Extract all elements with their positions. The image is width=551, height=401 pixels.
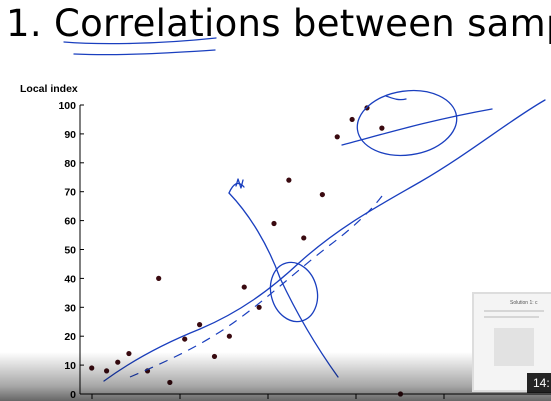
data-point bbox=[301, 235, 307, 241]
data-point bbox=[271, 220, 277, 227]
thumbnail-title: Solution 1: c bbox=[510, 300, 538, 306]
data-point bbox=[104, 368, 110, 374]
y-tick-labels: 0 10 20 30 40 50 60 70 80 90 100 bbox=[58, 100, 76, 401]
y-tick-label: 20 bbox=[64, 331, 76, 343]
thumbnail-text-line bbox=[484, 310, 544, 312]
data-point bbox=[319, 191, 325, 198]
top-circle-tail bbox=[385, 95, 407, 101]
data-point bbox=[241, 284, 247, 290]
thumbnail-text-line bbox=[484, 316, 539, 318]
data-point bbox=[156, 275, 162, 281]
data-point bbox=[397, 391, 404, 397]
middle-cluster-circle bbox=[269, 261, 319, 323]
video-timestamp: 14: bbox=[527, 373, 551, 393]
data-point bbox=[286, 177, 292, 183]
data-point bbox=[115, 359, 121, 365]
y-tick-label: 80 bbox=[64, 158, 76, 170]
data-point bbox=[89, 365, 95, 371]
y-tick-label: 50 bbox=[64, 245, 76, 257]
data-point bbox=[126, 350, 132, 357]
crossing-line-annotation bbox=[228, 192, 339, 378]
data-point bbox=[349, 116, 355, 123]
thumbnail-figure bbox=[494, 328, 534, 366]
trend-curve-annotation bbox=[103, 99, 546, 382]
crossing-line-annotation-2 bbox=[228, 182, 245, 194]
y-tick-label: 90 bbox=[64, 129, 76, 141]
data-point bbox=[197, 322, 203, 328]
page-title: 1. Correlations between samples bbox=[6, 2, 551, 45]
data-point bbox=[379, 125, 385, 131]
scribble-annotation bbox=[235, 178, 244, 189]
top-regression-line bbox=[341, 108, 493, 146]
y-tick-label: 30 bbox=[64, 302, 76, 314]
data-point bbox=[211, 353, 218, 360]
data-point bbox=[167, 379, 173, 386]
y-tick-label: 10 bbox=[64, 360, 76, 372]
data-point bbox=[256, 304, 262, 310]
y-axis-label: Local index bbox=[20, 83, 78, 95]
y-tick-label: 60 bbox=[64, 216, 76, 228]
y-tick-label: 100 bbox=[58, 100, 76, 112]
y-tick-label: 0 bbox=[70, 389, 76, 401]
top-cluster-circle bbox=[356, 89, 458, 157]
dashed-curve-annotation bbox=[129, 195, 383, 378]
data-point bbox=[334, 134, 340, 140]
data-point bbox=[226, 333, 232, 339]
y-tick-label: 40 bbox=[64, 273, 76, 285]
y-tick-label: 70 bbox=[64, 187, 76, 199]
data-points bbox=[89, 105, 404, 397]
data-point bbox=[182, 336, 188, 342]
title-underline-annotation-2 bbox=[73, 49, 216, 56]
title-underline-annotation bbox=[63, 37, 217, 45]
